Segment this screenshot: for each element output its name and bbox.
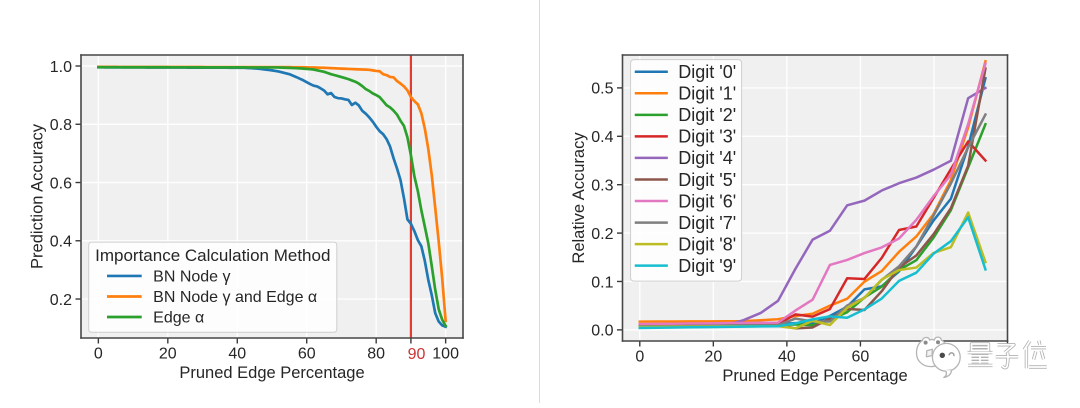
svg-text:Digit '7': Digit '7' [678, 213, 736, 233]
svg-text:0.6: 0.6 [50, 175, 72, 192]
svg-text:0.5: 0.5 [591, 81, 613, 98]
svg-text:20: 20 [159, 346, 177, 363]
svg-text:BN Node γ and Edge α: BN Node γ and Edge α [153, 289, 317, 306]
svg-text:1.0: 1.0 [50, 59, 72, 76]
svg-text:Digit '0': Digit '0' [678, 62, 736, 82]
svg-text:40: 40 [778, 349, 796, 366]
svg-text:Relative Accuracy: Relative Accuracy [570, 132, 588, 264]
svg-text:40: 40 [228, 346, 246, 363]
svg-text:Importance Calculation Method: Importance Calculation Method [95, 246, 330, 265]
svg-text:0.2: 0.2 [591, 226, 613, 243]
svg-text:0.1: 0.1 [591, 274, 613, 291]
svg-text:Prediction Accuracy: Prediction Accuracy [28, 123, 46, 269]
svg-text:90: 90 [408, 346, 426, 363]
svg-text:Pruned Edge Percentage: Pruned Edge Percentage [722, 367, 907, 385]
svg-text:0.3: 0.3 [591, 177, 613, 194]
svg-text:60: 60 [298, 346, 316, 363]
svg-text:Digit '8': Digit '8' [678, 234, 736, 254]
svg-text:BN Node γ: BN Node γ [153, 269, 230, 286]
svg-text:0.4: 0.4 [591, 129, 613, 146]
svg-text:0: 0 [94, 346, 103, 363]
svg-text:Digit '6': Digit '6' [678, 191, 736, 211]
svg-text:0.2: 0.2 [50, 292, 72, 309]
svg-text:60: 60 [852, 349, 870, 366]
svg-text:Digit '4': Digit '4' [678, 148, 736, 168]
svg-text:Edge α: Edge α [153, 310, 204, 327]
svg-text:0.8: 0.8 [50, 117, 72, 134]
svg-text:Digit '1': Digit '1' [678, 84, 736, 104]
svg-text:Pruned Edge Percentage: Pruned Edge Percentage [179, 364, 364, 382]
svg-text:Digit '2': Digit '2' [678, 105, 736, 125]
svg-text:100: 100 [432, 346, 459, 363]
svg-text:80: 80 [367, 346, 385, 363]
svg-text:Digit '5': Digit '5' [678, 170, 736, 190]
svg-text:Digit '9': Digit '9' [678, 256, 736, 276]
svg-text:Digit '3': Digit '3' [678, 127, 736, 147]
svg-text:0: 0 [635, 349, 644, 366]
svg-text:0.0: 0.0 [591, 323, 613, 340]
svg-text:0.4: 0.4 [50, 234, 72, 251]
svg-text:20: 20 [704, 349, 722, 366]
